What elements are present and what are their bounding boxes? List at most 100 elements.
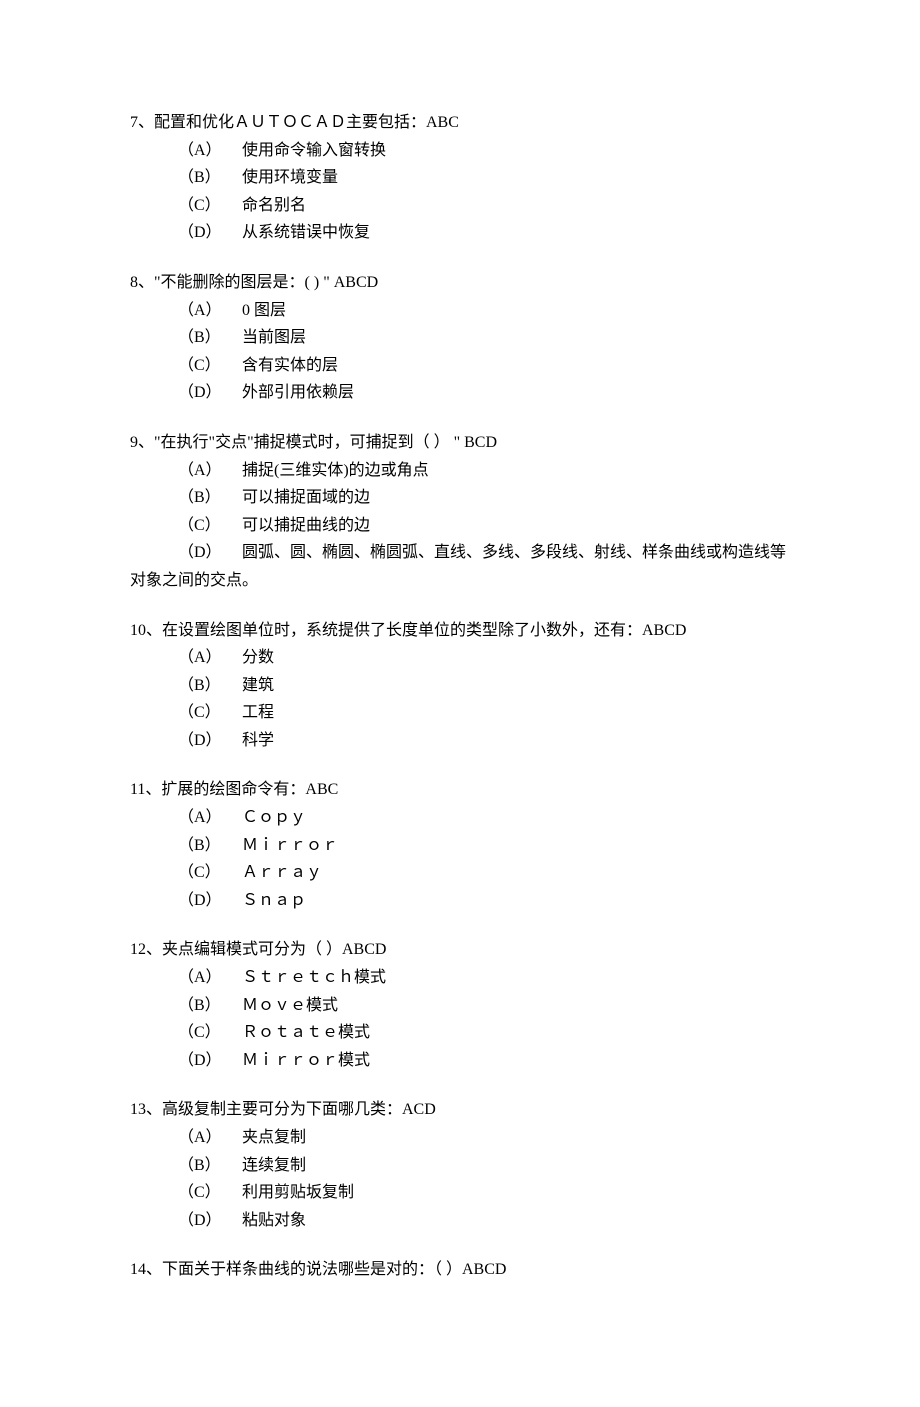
option-d: （D）Ｓｎａｐ bbox=[130, 888, 790, 914]
option-label: （B） bbox=[178, 1153, 242, 1179]
option-c: （C）含有实体的层 bbox=[130, 353, 790, 379]
option-text: 分数 bbox=[242, 649, 274, 666]
option-label: （B） bbox=[178, 833, 242, 859]
option-label: （A） bbox=[178, 645, 242, 671]
option-text: 连续复制 bbox=[242, 1157, 306, 1174]
option-label: （A） bbox=[178, 138, 242, 164]
option-label: （A） bbox=[178, 1125, 242, 1151]
option-text: 建筑 bbox=[242, 677, 274, 694]
question-10: 10、在设置绘图单位时，系统提供了长度单位的类型除了小数外，还有：ABCD （A… bbox=[130, 618, 790, 754]
question-number: 10 bbox=[130, 622, 146, 639]
option-label: （C） bbox=[178, 700, 242, 726]
option-text: Ｓｔｒｅｔｃｈ模式 bbox=[242, 969, 386, 986]
option-text: 外部引用依赖层 bbox=[242, 384, 354, 401]
option-label: （C） bbox=[178, 860, 242, 886]
option-d-continuation: 对象之间的交点。 bbox=[130, 568, 790, 594]
option-text: 可以捕捉曲线的边 bbox=[242, 517, 370, 534]
option-label: （B） bbox=[178, 325, 242, 351]
option-label: （C） bbox=[178, 193, 242, 219]
question-number: 14 bbox=[130, 1261, 146, 1278]
question-7: 7、配置和优化ＡＵＴＯＣＡＤ主要包括：ABC （A）使用命令输入窗转换 （B）使… bbox=[130, 110, 790, 246]
option-text: Ａｒｒａｙ bbox=[242, 864, 322, 881]
option-d: （D）粘贴对象 bbox=[130, 1208, 790, 1234]
option-a: （A）捕捉(三维实体)的边或角点 bbox=[130, 458, 790, 484]
option-label: （A） bbox=[178, 458, 242, 484]
question-number: 11 bbox=[130, 781, 145, 798]
option-c: （C）利用剪贴坂复制 bbox=[130, 1180, 790, 1206]
option-label: （B） bbox=[178, 993, 242, 1019]
option-text: 使用命令输入窗转换 bbox=[242, 142, 386, 159]
document-content: 7、配置和优化ＡＵＴＯＣＡＤ主要包括：ABC （A）使用命令输入窗转换 （B）使… bbox=[130, 110, 790, 1283]
option-label: （D） bbox=[178, 888, 242, 914]
question-number: 13 bbox=[130, 1101, 146, 1118]
option-text: 当前图层 bbox=[242, 329, 306, 346]
option-a: （A）Ｓｔｒｅｔｃｈ模式 bbox=[130, 965, 790, 991]
option-a: （A）0 图层 bbox=[130, 298, 790, 324]
option-text: Ｍｉｒｒｏｒ bbox=[242, 837, 338, 854]
option-label: （C） bbox=[178, 1020, 242, 1046]
question-stem: 、高级复制主要可分为下面哪几类：ACD bbox=[146, 1101, 436, 1118]
question-text: 9、"在执行"交点"捕捉模式时，可捕捉到（ ） " BCD bbox=[130, 430, 790, 456]
option-text: 使用环境变量 bbox=[242, 169, 338, 186]
option-b: （B）Ｍｉｒｒｏｒ bbox=[130, 833, 790, 859]
option-a: （A）使用命令输入窗转换 bbox=[130, 138, 790, 164]
question-13: 13、高级复制主要可分为下面哪几类：ACD （A）夹点复制 （B）连续复制 （C… bbox=[130, 1097, 790, 1233]
option-a: （A）分数 bbox=[130, 645, 790, 671]
question-text: 11、扩展的绘图命令有：ABC bbox=[130, 777, 790, 803]
question-11: 11、扩展的绘图命令有：ABC （A）Ｃｏｐｙ （B）Ｍｉｒｒｏｒ （C）Ａｒｒ… bbox=[130, 777, 790, 913]
option-label: （A） bbox=[178, 965, 242, 991]
question-text: 10、在设置绘图单位时，系统提供了长度单位的类型除了小数外，还有：ABCD bbox=[130, 618, 790, 644]
question-number: 9 bbox=[130, 434, 138, 451]
option-c: （C）工程 bbox=[130, 700, 790, 726]
question-text: 13、高级复制主要可分为下面哪几类：ACD bbox=[130, 1097, 790, 1123]
question-number: 7 bbox=[130, 114, 138, 131]
option-label: （C） bbox=[178, 1180, 242, 1206]
question-text: 8、"不能删除的图层是：( ) " ABCD bbox=[130, 270, 790, 296]
question-stem: 、"在执行"交点"捕捉模式时，可捕捉到（ ） " BCD bbox=[138, 434, 497, 451]
option-d: （D）从系统错误中恢复 bbox=[130, 220, 790, 246]
question-stem: 、扩展的绘图命令有：ABC bbox=[145, 781, 338, 798]
question-text: 7、配置和优化ＡＵＴＯＣＡＤ主要包括：ABC bbox=[130, 110, 790, 136]
option-text: 粘贴对象 bbox=[242, 1212, 306, 1229]
option-label: （D） bbox=[178, 380, 242, 406]
option-text: 含有实体的层 bbox=[242, 357, 338, 374]
option-b: （B）Ｍｏｖｅ模式 bbox=[130, 993, 790, 1019]
question-9: 9、"在执行"交点"捕捉模式时，可捕捉到（ ） " BCD （A）捕捉(三维实体… bbox=[130, 430, 790, 594]
option-c: （C）Ａｒｒａｙ bbox=[130, 860, 790, 886]
question-text: 12、夹点编辑模式可分为（ ）ABCD bbox=[130, 937, 790, 963]
option-text: Ｃｏｐｙ bbox=[242, 809, 306, 826]
question-12: 12、夹点编辑模式可分为（ ）ABCD （A）Ｓｔｒｅｔｃｈ模式 （B）Ｍｏｖｅ… bbox=[130, 937, 790, 1073]
question-stem: 、配置和优化ＡＵＴＯＣＡＤ主要包括：ABC bbox=[138, 114, 459, 131]
option-text: 命名别名 bbox=[242, 197, 306, 214]
question-number: 12 bbox=[130, 941, 146, 958]
option-label: （B） bbox=[178, 673, 242, 699]
option-d: （D）外部引用依赖层 bbox=[130, 380, 790, 406]
option-text: 工程 bbox=[242, 704, 274, 721]
option-label: （D） bbox=[178, 1208, 242, 1234]
option-d: （D）科学 bbox=[130, 728, 790, 754]
option-label: （D） bbox=[178, 1048, 242, 1074]
option-b: （B）使用环境变量 bbox=[130, 165, 790, 191]
question-number: 8 bbox=[130, 274, 138, 291]
question-14: 14、下面关于样条曲线的说法哪些是对的：（ ）ABCD bbox=[130, 1257, 790, 1283]
question-stem: 、"不能删除的图层是：( ) " ABCD bbox=[138, 274, 378, 291]
option-label: （C） bbox=[178, 513, 242, 539]
option-a: （A）Ｃｏｐｙ bbox=[130, 805, 790, 831]
option-c: （C）Ｒｏｔａｔｅ模式 bbox=[130, 1020, 790, 1046]
option-text: 可以捕捉面域的边 bbox=[242, 489, 370, 506]
option-label: （C） bbox=[178, 353, 242, 379]
option-label: （A） bbox=[178, 805, 242, 831]
option-text: 夹点复制 bbox=[242, 1129, 306, 1146]
option-b: （B）建筑 bbox=[130, 673, 790, 699]
option-c: （C）命名别名 bbox=[130, 193, 790, 219]
option-b: （B）可以捕捉面域的边 bbox=[130, 485, 790, 511]
option-text: 利用剪贴坂复制 bbox=[242, 1184, 354, 1201]
question-stem: 、夹点编辑模式可分为（ ）ABCD bbox=[146, 941, 386, 958]
option-text: Ｓｎａｐ bbox=[242, 892, 306, 909]
option-b: （B）连续复制 bbox=[130, 1153, 790, 1179]
option-b: （B）当前图层 bbox=[130, 325, 790, 351]
option-label: （D） bbox=[178, 220, 242, 246]
option-label: （D） bbox=[178, 728, 242, 754]
option-text: 0 图层 bbox=[242, 302, 286, 319]
option-label: （B） bbox=[178, 165, 242, 191]
